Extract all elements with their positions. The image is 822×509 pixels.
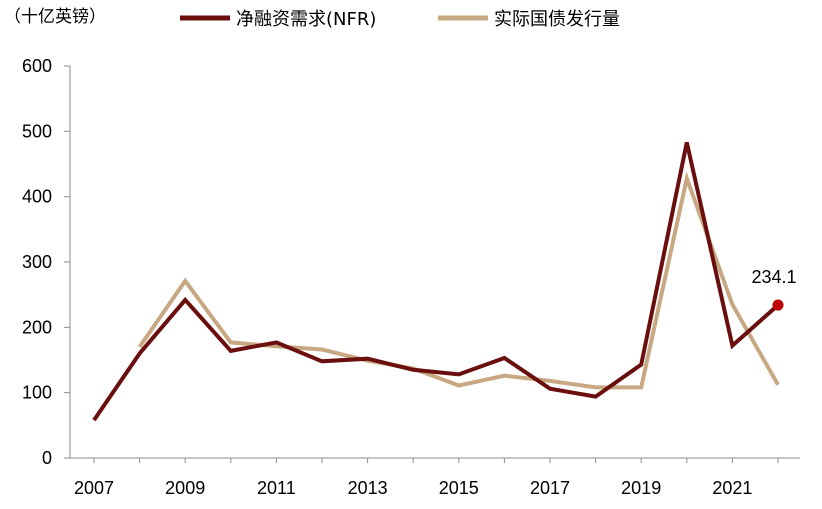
y-tick-label: 100 bbox=[22, 383, 52, 403]
y-tick-label: 300 bbox=[22, 252, 52, 272]
x-axis-ticks: 2007 2009 2011 2013 2015 2017 2019 2021 bbox=[74, 458, 779, 498]
y-tick-label: 500 bbox=[22, 121, 52, 141]
legend-label-gilt-issuance: 实际国债发行量 bbox=[494, 9, 620, 30]
y-axis-ticks: 0 100 200 300 400 500 600 bbox=[22, 56, 70, 468]
x-tick-label: 2007 bbox=[74, 478, 114, 498]
annotation-label: 234.1 bbox=[751, 267, 796, 287]
x-tick-label: 2013 bbox=[348, 478, 388, 498]
y-tick-label: 400 bbox=[22, 187, 52, 207]
legend: 净融资需求(NFR) 实际国债发行量 bbox=[180, 9, 620, 30]
legend-label-nfr: 净融资需求(NFR) bbox=[236, 9, 376, 30]
unit-label: （十亿英镑） bbox=[4, 7, 106, 27]
x-tick-label: 2011 bbox=[257, 478, 296, 498]
annotation-marker bbox=[772, 299, 784, 311]
y-tick-label: 600 bbox=[22, 56, 52, 76]
x-tick-label: 2009 bbox=[165, 478, 205, 498]
annotation-layer: 234.1 bbox=[751, 267, 797, 311]
x-tick-label: 2019 bbox=[621, 478, 661, 498]
x-tick-label: 2021 bbox=[712, 478, 752, 498]
series-line-0 bbox=[92, 141, 780, 422]
x-tick-label: 2015 bbox=[439, 478, 479, 498]
series-line-1 bbox=[137, 171, 780, 390]
y-tick-label: 200 bbox=[22, 317, 52, 337]
y-tick-label: 0 bbox=[42, 448, 52, 468]
series-layer bbox=[92, 141, 780, 422]
x-tick-label: 2017 bbox=[530, 478, 570, 498]
